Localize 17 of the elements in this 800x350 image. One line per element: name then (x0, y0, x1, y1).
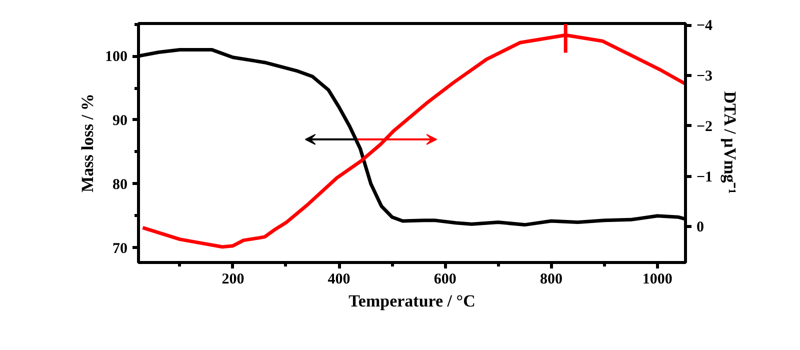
x-tick-label: 1000 (642, 272, 672, 288)
x-tick-label: 200 (222, 272, 244, 288)
y2-tick-label: −1 (696, 169, 713, 186)
x-tick-label: 600 (434, 272, 456, 288)
y-tick-label: 70 (112, 240, 128, 257)
x-axis-title: Temperature / °C (348, 292, 476, 310)
x-tick-label: 400 (328, 272, 350, 288)
y-tick-label: 90 (112, 112, 128, 129)
y-tick-label: 100 (105, 49, 128, 66)
y2-axis-title: DTA / μVmg⁻¹ (720, 91, 740, 194)
y2-tick-label: −4 (696, 18, 714, 34)
y-tick-label: 80 (112, 176, 128, 193)
y-axis-title: Mass loss / % (78, 94, 97, 192)
y2-tick-label: 0 (696, 220, 704, 236)
y2-tick-label: −3 (696, 68, 713, 84)
y2-tick-label: −2 (696, 118, 713, 135)
x-tick-label: 800 (540, 272, 563, 288)
